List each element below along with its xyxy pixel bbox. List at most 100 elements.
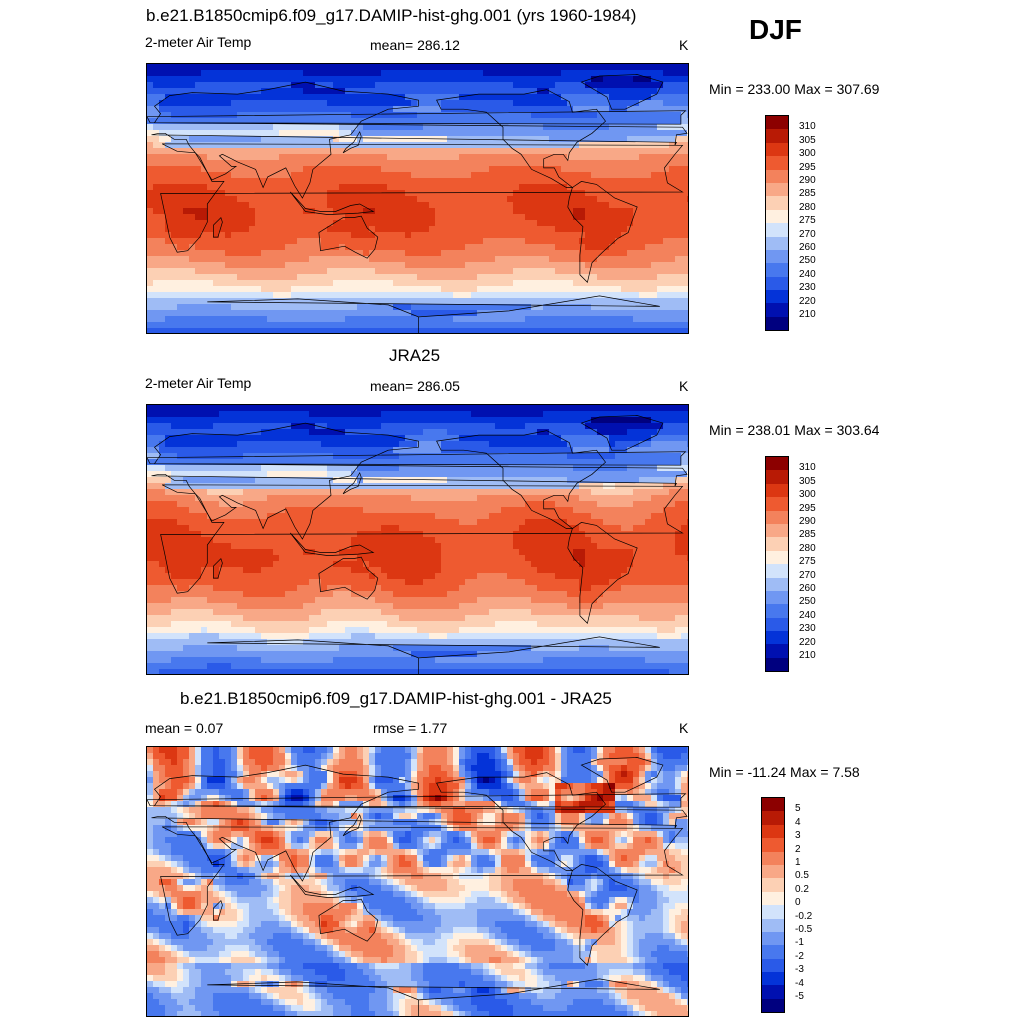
panel2-cell xyxy=(411,447,418,454)
panel1-cell xyxy=(663,238,670,245)
panel1-cell xyxy=(663,214,670,221)
panel1-cell xyxy=(681,286,688,293)
panel1-cell xyxy=(387,100,394,107)
panel1-cell xyxy=(363,304,370,311)
panel1-cell xyxy=(249,130,256,137)
panel1-cell xyxy=(561,256,568,263)
panel1-cell xyxy=(333,64,340,71)
panel2-cell xyxy=(177,411,184,418)
panel1-cell xyxy=(381,184,388,191)
panel2-cell xyxy=(591,417,598,424)
panel2-cell xyxy=(501,441,508,448)
panel1-cell xyxy=(189,94,196,101)
panel1-cell xyxy=(483,322,490,329)
panel1-cell xyxy=(627,160,634,167)
panel2-cell xyxy=(585,411,592,418)
panel1-cell xyxy=(669,160,676,167)
panel2-cell xyxy=(255,411,262,418)
panel1-cell xyxy=(603,160,610,167)
panel1-cell xyxy=(591,214,598,221)
panel1-cell xyxy=(573,94,580,101)
panel1-cell xyxy=(663,298,670,305)
panel1-cell xyxy=(381,70,388,77)
panel1-cell xyxy=(525,214,532,221)
panel2-cell xyxy=(261,429,268,436)
panel1-cell xyxy=(393,208,400,215)
panel2-cell xyxy=(597,447,604,454)
panel1-cell xyxy=(615,328,622,333)
panel1-cell xyxy=(243,184,250,191)
panel1-cell xyxy=(411,106,418,113)
panel1-cell xyxy=(597,112,604,119)
panel1-cell xyxy=(567,322,574,329)
panel2-cell xyxy=(285,411,292,418)
panel1-cell xyxy=(327,124,334,131)
panel2-cell xyxy=(225,423,232,430)
panel1-cell xyxy=(447,286,454,293)
panel2-cell xyxy=(621,435,628,442)
panel2-cell xyxy=(351,411,358,418)
panel1-cell xyxy=(417,322,424,329)
panel1-cell xyxy=(201,274,208,281)
panel1-cell xyxy=(363,214,370,221)
panel1-cell xyxy=(333,130,340,137)
panel2-cell xyxy=(261,405,268,412)
panel1-cell xyxy=(201,184,208,191)
panel1-cell xyxy=(681,142,688,149)
panel1-cell xyxy=(501,280,508,287)
panel1-cell xyxy=(441,154,448,161)
panel1-cell xyxy=(489,64,496,71)
panel1-cell xyxy=(255,256,262,263)
panel1-cell xyxy=(651,214,658,221)
panel1-cell xyxy=(615,190,622,197)
panel1-cell xyxy=(363,184,370,191)
panel1-cell xyxy=(513,124,520,131)
panel1-cell xyxy=(177,196,184,203)
panel1-cell xyxy=(339,214,346,221)
panel1-cell xyxy=(237,130,244,137)
panel1-cell xyxy=(423,154,430,161)
panel1-cell xyxy=(399,112,406,119)
panel1-cell xyxy=(249,322,256,329)
panel1-cell xyxy=(309,208,316,215)
panel1-cell xyxy=(567,226,574,233)
panel1-cell xyxy=(555,106,562,113)
panel2-cell xyxy=(627,405,634,412)
panel1-cell xyxy=(513,244,520,251)
panel1-cell xyxy=(435,196,442,203)
panel1-cell xyxy=(471,274,478,281)
panel1-cell xyxy=(465,250,472,257)
panel1-cell xyxy=(255,268,262,275)
panel2-cell xyxy=(555,429,562,436)
panel1-cell xyxy=(597,202,604,209)
panel2-cell xyxy=(495,447,502,454)
panel2-cell xyxy=(375,435,382,442)
panel2-variable-label: 2-meter Air Temp xyxy=(145,375,252,391)
panel1-cell xyxy=(489,70,496,77)
panel1-cell xyxy=(321,304,328,311)
panel1-cell xyxy=(555,196,562,203)
panel2-cell xyxy=(573,441,580,448)
panel2-cell xyxy=(471,417,478,424)
panel1-cell xyxy=(309,298,316,305)
panel1-cell xyxy=(495,88,502,95)
panel1-cell xyxy=(669,118,676,125)
panel1-cell xyxy=(411,148,418,155)
panel1-cell xyxy=(525,286,532,293)
panel1-cell xyxy=(429,148,436,155)
panel2-cell xyxy=(273,435,280,442)
panel2-cell xyxy=(597,417,604,424)
panel1-cell xyxy=(675,232,682,239)
panel1-cell xyxy=(657,190,664,197)
panel1-cell xyxy=(165,70,172,77)
panel1-cell xyxy=(651,238,658,245)
panel1-cell xyxy=(477,304,484,311)
panel1-cell xyxy=(573,256,580,263)
panel1-cell xyxy=(603,76,610,83)
panel2-cell xyxy=(543,429,550,436)
panel1-cell xyxy=(603,208,610,215)
panel1-cell xyxy=(237,82,244,89)
panel1-cell xyxy=(303,196,310,203)
panel1-cell xyxy=(573,130,580,137)
panel1-cell xyxy=(381,100,388,107)
